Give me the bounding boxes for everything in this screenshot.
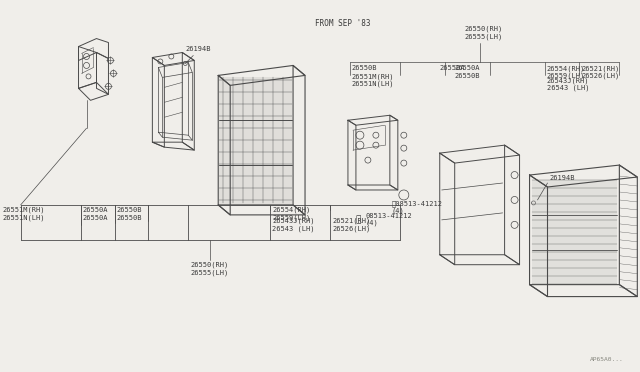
Text: 26550(RH)
26555(LH): 26550(RH) 26555(LH) <box>190 262 228 276</box>
Text: AP65A0...: AP65A0... <box>589 357 623 362</box>
Text: 26550B: 26550B <box>352 65 378 71</box>
Bar <box>532 180 618 285</box>
Text: 26554(RH)
26559(LH): 26554(RH) 26559(LH) <box>272 207 310 221</box>
Text: 26543J(RH)
26543 (LH): 26543J(RH) 26543 (LH) <box>547 77 589 92</box>
Text: 26551M(RH)
26551N(LH): 26551M(RH) 26551N(LH) <box>352 73 394 87</box>
Text: 26521(RH)
26526(LH): 26521(RH) 26526(LH) <box>581 65 620 80</box>
Text: 26521(RH)
26526(LH): 26521(RH) 26526(LH) <box>333 218 371 232</box>
Text: 26550B: 26550B <box>116 215 142 221</box>
Text: 26550A: 26550A <box>454 65 480 71</box>
Text: 26550A: 26550A <box>83 207 108 213</box>
Text: 26194B: 26194B <box>550 175 575 181</box>
Text: 26543J(RH)
26543 (LH): 26543J(RH) 26543 (LH) <box>272 218 315 232</box>
Text: Ⓢ: Ⓢ <box>356 215 362 224</box>
Text: 26194B: 26194B <box>186 45 211 52</box>
Text: 26550B: 26550B <box>454 73 480 79</box>
Text: 26550B: 26550B <box>116 207 142 213</box>
Text: Ⓢ08513-41212
(4): Ⓢ08513-41212 (4) <box>392 200 443 214</box>
Text: 26550(RH)
26555(LH): 26550(RH) 26555(LH) <box>465 26 503 39</box>
Text: 26550A: 26550A <box>83 215 108 221</box>
Text: 26554(RH)
26559(LH): 26554(RH) 26559(LH) <box>547 65 585 80</box>
Text: 26550A: 26550A <box>440 65 465 71</box>
Bar <box>220 77 292 205</box>
Text: FROM SEP '83: FROM SEP '83 <box>315 19 371 28</box>
Text: 26551M(RH)
26551N(LH): 26551M(RH) 26551N(LH) <box>3 207 45 221</box>
Text: 08513-41212
(4): 08513-41212 (4) <box>366 213 413 227</box>
